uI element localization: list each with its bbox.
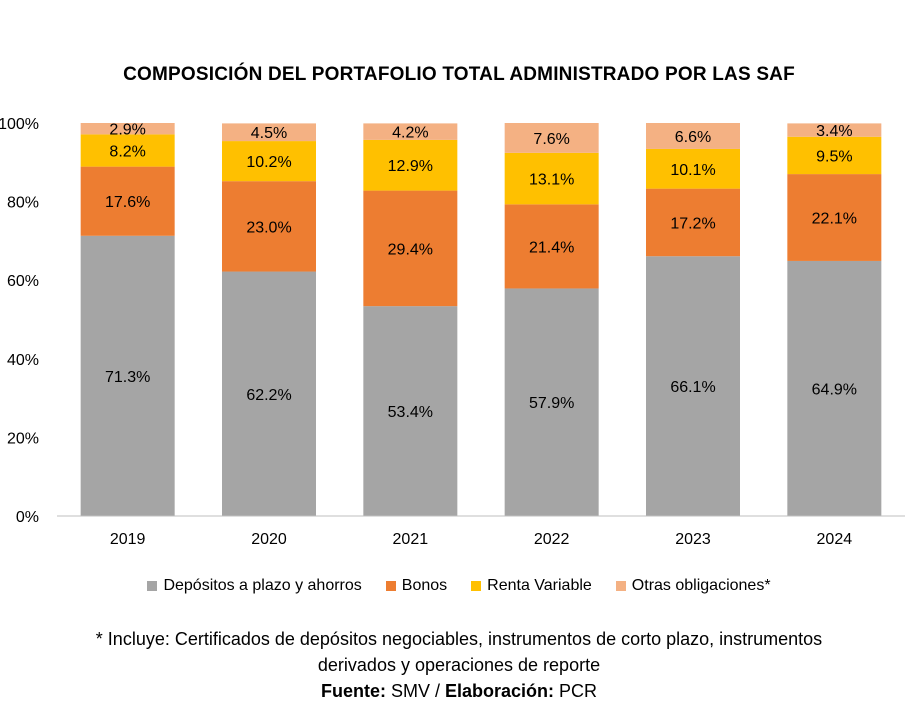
legend-item: Depósitos a plazo y ahorros	[147, 577, 362, 595]
data-label: 6.6%	[675, 129, 711, 146]
bar-segment	[222, 123, 316, 142]
y-tick-label: 0%	[16, 509, 39, 526]
chart-legend: Depósitos a plazo y ahorros Bonos Renta Va…	[0, 577, 918, 595]
data-label: 17.2%	[670, 215, 715, 232]
y-tick-label: 80%	[7, 195, 39, 212]
data-label: 22.1%	[812, 211, 857, 228]
x-tick-label: 2019	[110, 531, 146, 548]
data-label: 10.2%	[246, 154, 291, 171]
x-tick-label: 2021	[393, 531, 429, 548]
legend-swatch	[471, 581, 482, 591]
data-label: 9.5%	[816, 148, 852, 165]
legend-label: Renta Variable	[487, 577, 592, 594]
data-label: 4.5%	[251, 125, 287, 142]
data-label: 13.1%	[529, 172, 574, 189]
y-tick-label: 40%	[7, 352, 39, 369]
data-label: 3.4%	[816, 123, 852, 140]
bar-segment	[80, 166, 175, 236]
bar-segment	[504, 123, 599, 153]
data-label: 8.2%	[109, 144, 145, 161]
stacked-bar-chart: 0% 20% 40% 60% 80% 100% 71.3% 17.6% 8.2% 2.9% 2019…	[0, 116, 905, 548]
bar-segment	[222, 181, 316, 272]
source-value: SMV /	[385, 681, 445, 701]
bar-segment	[787, 260, 882, 516]
footnote-line-1: * Incluye: Certificados de depósitos neg…	[95, 629, 823, 649]
data-label: 10.1%	[670, 162, 715, 179]
elaboration-label: Elaboración:	[444, 681, 555, 701]
source-label: Fuente:	[320, 681, 386, 701]
bar-segment	[787, 174, 882, 261]
chart-title: COMPOSICIÓN DEL PORTAFOLIO TOTAL ADMINIS…	[123, 64, 795, 85]
bar-segment	[80, 123, 175, 135]
elaboration-value: PCR	[554, 681, 598, 701]
y-tick-label: 60%	[7, 273, 39, 290]
x-tick-label: 2024	[817, 531, 853, 548]
bar-segment	[504, 204, 599, 289]
bar-segment	[363, 306, 458, 516]
data-label: 21.4%	[529, 239, 574, 256]
data-label: 53.4%	[388, 404, 433, 421]
legend-item: Bonos	[385, 577, 448, 595]
bar-segment	[363, 123, 458, 140]
footnotes: * Incluye: Certificados de depósitos neg…	[0, 626, 918, 704]
data-label: 7.6%	[533, 131, 569, 148]
y-tick-label: 20%	[7, 430, 39, 447]
bar-segment	[646, 123, 740, 149]
data-label: 17.6%	[105, 194, 150, 211]
bar-segment	[222, 141, 316, 182]
bar-segment	[646, 256, 740, 516]
data-label: 57.9%	[529, 395, 574, 412]
legend-swatch	[385, 581, 396, 591]
data-label: 12.9%	[388, 158, 433, 175]
bar-segment	[363, 190, 458, 307]
data-label: 4.2%	[392, 125, 428, 142]
bar-segment	[363, 139, 458, 191]
x-tick-label: 2020	[251, 531, 287, 548]
legend-label: Bonos	[401, 577, 448, 594]
data-label: 29.4%	[388, 241, 433, 258]
bar-segment	[222, 271, 316, 516]
legend-swatch	[147, 581, 158, 591]
data-label: 62.2%	[246, 387, 291, 404]
bar-segment	[80, 134, 175, 167]
legend-swatch	[615, 581, 626, 591]
legend-item: Otras obligaciones*	[615, 577, 771, 595]
x-tick-label: 2022	[534, 531, 570, 548]
legend-label: Depósitos a plazo y ahorros	[163, 577, 362, 594]
bar-segment	[787, 123, 882, 137]
bar-segment	[787, 136, 882, 175]
data-label: 64.9%	[812, 381, 857, 398]
data-label: 71.3%	[105, 369, 150, 386]
bar-segment	[504, 152, 599, 205]
footnote-line-2: derivados y operaciones de reporte	[317, 655, 601, 675]
data-label: 23.0%	[246, 219, 291, 236]
chart-container: COMPOSICIÓN DEL PORTAFOLIO TOTAL ADMINIS…	[0, 64, 905, 548]
x-tick-label: 2023	[675, 531, 711, 548]
y-tick-label: 100%	[0, 116, 39, 133]
data-label: 2.9%	[109, 122, 145, 139]
bar-segment	[504, 288, 599, 516]
data-label: 66.1%	[670, 379, 715, 396]
legend-item: Renta Variable	[471, 577, 592, 595]
legend-label: Otras obligaciones*	[631, 577, 771, 594]
bar-segment	[646, 148, 740, 189]
bar-segment	[646, 188, 740, 257]
source-line: Fuente: SMV / Elaboración: PCR	[0, 678, 918, 704]
bar-segment	[80, 235, 175, 516]
